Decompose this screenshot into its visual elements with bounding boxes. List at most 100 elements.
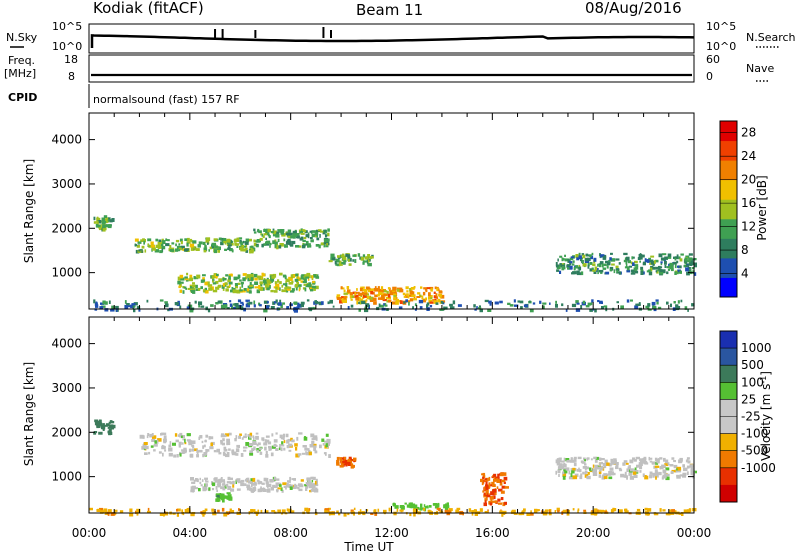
- power-y-axis-label: Slant Range [km]: [22, 159, 36, 263]
- data-cell: [325, 433, 329, 437]
- data-cell: [646, 259, 650, 263]
- data-cell: [277, 302, 282, 306]
- data-cell: [311, 438, 316, 441]
- data-cell: [189, 274, 193, 279]
- data-cell: [311, 480, 314, 483]
- data-cell: [208, 287, 213, 291]
- data-cell: [253, 231, 257, 234]
- data-cell: [202, 289, 206, 292]
- data-cell: [175, 248, 179, 252]
- data-cell: [340, 286, 343, 290]
- data-cell: [159, 244, 161, 248]
- data-cell: [684, 261, 687, 265]
- data-cell: [162, 445, 166, 449]
- data-cell: [474, 512, 478, 516]
- data-cell: [362, 512, 366, 516]
- data-cell: [281, 233, 286, 237]
- data-cell: [482, 476, 485, 480]
- data-cell: [443, 306, 448, 310]
- data-cell: [255, 432, 259, 435]
- data-cell: [493, 495, 496, 500]
- data-cell: [169, 441, 172, 445]
- data-cell: [503, 476, 508, 481]
- data-cell: [185, 279, 189, 282]
- data-cell: [264, 446, 267, 451]
- data-cell: [147, 243, 150, 247]
- data-cell: [521, 510, 525, 513]
- data-cell: [298, 245, 302, 248]
- data-cell: [610, 462, 615, 465]
- data-cell: [301, 244, 306, 249]
- colorbar-tick-label: -500: [741, 444, 768, 458]
- data-cell: [324, 440, 327, 443]
- data-cell: [221, 442, 225, 446]
- data-cell: [96, 221, 99, 225]
- data-cell: [365, 286, 370, 291]
- data-cell: [190, 512, 195, 517]
- data-cell: [499, 510, 503, 514]
- data-cell: [198, 449, 203, 453]
- data-cell: [597, 270, 599, 275]
- data-cell: [201, 479, 204, 482]
- data-cell: [177, 280, 181, 285]
- data-cell: [649, 474, 652, 479]
- data-cell: [224, 433, 230, 437]
- data-cell: [148, 451, 151, 455]
- data-cell: [181, 451, 185, 454]
- data-cell: [636, 464, 639, 468]
- data-cell: [492, 500, 496, 503]
- data-cell: [584, 466, 587, 470]
- data-cell: [168, 452, 173, 457]
- data-cell: [555, 265, 559, 268]
- data-cell: [651, 301, 656, 306]
- data-cell: [504, 486, 509, 489]
- noise-sky-label: N.Sky: [6, 31, 38, 44]
- data-cell: [438, 290, 443, 294]
- data-cell: [687, 260, 691, 263]
- data-cell: [249, 249, 251, 254]
- data-cell: [239, 247, 244, 251]
- data-cell: [595, 512, 598, 515]
- data-cell: [676, 470, 680, 473]
- data-cell: [413, 298, 417, 301]
- data-cell: [357, 253, 361, 257]
- data-cell: [668, 263, 670, 267]
- data-cell: [305, 240, 309, 244]
- data-cell: [347, 512, 350, 516]
- data-cell: [291, 288, 295, 292]
- data-cell: [162, 240, 166, 244]
- data-cell: [245, 442, 250, 446]
- data-cell: [270, 306, 275, 310]
- data-cell: [242, 240, 245, 244]
- data-cell: [165, 243, 170, 247]
- data-cell: [108, 426, 114, 429]
- data-cell: [489, 496, 494, 500]
- data-cell: [287, 286, 292, 289]
- data-cell: [266, 279, 271, 283]
- data-cell: [154, 440, 157, 444]
- data-cell: [225, 511, 229, 514]
- data-cell: [234, 283, 238, 287]
- data-cell: [685, 267, 689, 272]
- data-cell: [648, 456, 650, 461]
- data-cell: [430, 296, 433, 300]
- data-cell: [573, 458, 577, 462]
- colorbar-tick-label: 1000: [741, 341, 772, 355]
- data-cell: [349, 292, 353, 296]
- data-cell: [114, 509, 118, 512]
- data-cell: [235, 435, 238, 439]
- data-cell: [178, 445, 181, 448]
- data-cell: [167, 308, 170, 312]
- data-cell: [350, 298, 353, 301]
- data-cell: [195, 248, 200, 251]
- data-cell: [578, 252, 581, 257]
- data-cell: [136, 245, 140, 248]
- data-cell: [584, 463, 587, 466]
- colorbar-tick-label: 4: [741, 267, 749, 281]
- data-cell: [225, 288, 229, 292]
- data-cell: [635, 266, 637, 271]
- data-cell: [297, 302, 300, 307]
- data-cell: [570, 468, 573, 471]
- data-cell: [565, 458, 570, 462]
